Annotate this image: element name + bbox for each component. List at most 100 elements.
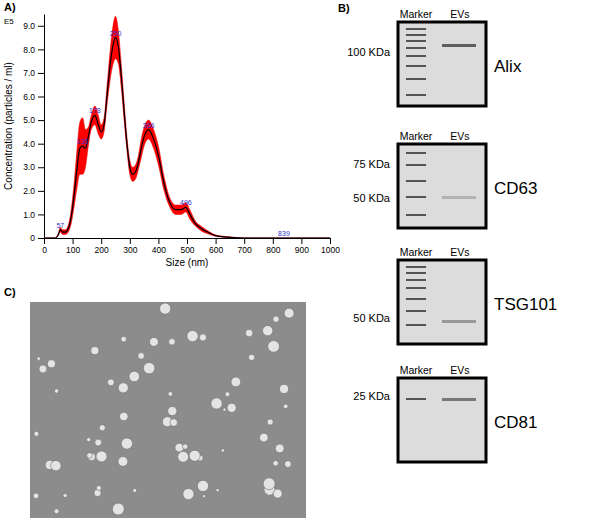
y-tick-mark [38, 214, 44, 215]
y-tick-label: 8.0 [23, 45, 35, 55]
y-tick: 8.0 [23, 45, 44, 55]
y-tick: 3.0 [23, 162, 44, 172]
vesicle [227, 403, 236, 412]
x-tick-label: 900 [295, 245, 309, 255]
y-tick-mark [38, 49, 44, 50]
marker-band [406, 94, 426, 96]
x-tick: 0 [42, 238, 47, 255]
mw-label: 25 KDa [353, 390, 391, 402]
x-tick: 900 [295, 238, 309, 255]
mw-label: 75 KDa [353, 158, 391, 170]
x-tick: 800 [266, 238, 280, 255]
blot: MarkerEVs100 KDaAlix [347, 8, 522, 106]
marker-band [406, 28, 426, 30]
y-tick-label: 7.0 [23, 68, 35, 78]
y-tick-mark [38, 144, 44, 145]
vesicle [231, 377, 241, 387]
blot: MarkerEVs25 KDaCD81 [353, 364, 537, 462]
vesicle [203, 495, 206, 498]
x-tick-label: 600 [209, 245, 223, 255]
vesicle [189, 450, 200, 461]
vesicle [118, 457, 128, 467]
panel-label: A) [4, 1, 16, 13]
vesicle [221, 449, 224, 452]
vesicle [211, 398, 222, 409]
peak-label: 496 [180, 199, 192, 206]
x-tick-mark [101, 238, 102, 244]
vesicle [54, 509, 59, 514]
vesicle [268, 341, 280, 353]
y-tick: 9.0 [23, 21, 44, 31]
panel-label: B) [338, 2, 350, 14]
vesicle [285, 461, 292, 468]
vesicle [121, 336, 127, 342]
peak-label: 57 [56, 222, 64, 229]
y-tick-label: 1.0 [23, 210, 35, 220]
vesicle [267, 419, 273, 425]
protein-label: CD63 [494, 179, 537, 198]
vesicle [54, 389, 58, 393]
lane-header: EVs [450, 364, 469, 376]
vesicle [118, 383, 128, 393]
lane-header: EVs [450, 130, 469, 142]
y-tick-mark [38, 26, 44, 27]
x-tick-label: 400 [152, 245, 166, 255]
lane-header: Marker [400, 130, 433, 142]
marker-band [406, 55, 426, 57]
vesicle [273, 461, 278, 466]
y-tick-label: 6.0 [23, 92, 35, 102]
marker-band [406, 266, 426, 268]
x-tick-label: 700 [238, 245, 252, 255]
y-tick-mark [38, 97, 44, 98]
vesicle [143, 362, 154, 373]
vesicle [169, 338, 176, 345]
vesicle [121, 438, 132, 449]
mw-label: 50 KDa [353, 192, 391, 204]
x-tick: 200 [95, 238, 109, 255]
y-axis-line [44, 15, 45, 239]
vesicle [275, 444, 284, 453]
y-tick-label: 3.0 [23, 162, 35, 172]
lane-header: Marker [400, 246, 433, 258]
vesicle [225, 392, 230, 397]
x-axis: 01002003004005006007008009001000 [42, 238, 340, 255]
x-tick: 1000 [321, 238, 340, 255]
y-tick: 1.0 [23, 210, 44, 220]
x-tick-mark [44, 238, 45, 244]
x-tick-label: 300 [123, 245, 137, 255]
vesicle [183, 444, 188, 449]
marker-band [406, 398, 426, 400]
lane-header: Marker [400, 364, 433, 376]
protein-label: TSG101 [494, 295, 557, 314]
peak-label: 250 [110, 30, 122, 37]
vesicle [197, 480, 208, 491]
peak-label: 366 [143, 122, 155, 129]
lane-header: EVs [450, 246, 469, 258]
y-tick-mark [38, 73, 44, 74]
x-tick-label: 1000 [321, 245, 340, 255]
x-tick: 600 [209, 238, 223, 255]
vesicle [112, 503, 124, 515]
y-tick: 7.0 [23, 68, 44, 78]
protein-label: Alix [494, 57, 522, 76]
vesicle [34, 431, 39, 436]
vesicle [51, 460, 61, 470]
y-tick-mark [38, 191, 44, 192]
vesicle [160, 303, 171, 314]
y-tick: 5.0 [23, 115, 44, 125]
vesicle [175, 443, 184, 452]
y-tick-label: 4.0 [23, 139, 35, 149]
vesicle [91, 347, 99, 355]
y-tick-label: 9.0 [23, 21, 35, 31]
y-tick: 2.0 [23, 186, 44, 196]
marker-band [406, 272, 426, 274]
vesicle [279, 384, 288, 393]
marker-band [406, 78, 426, 80]
y-tick-mark [38, 238, 44, 239]
annotations: 57135178250366496839 [56, 30, 289, 237]
vesicle [178, 451, 189, 462]
blot: Marker EVs 75 KDa 50 KDa CD63 [353, 130, 537, 228]
vesicle [245, 329, 253, 337]
peak-label: 839 [278, 230, 290, 237]
vesicle [284, 308, 294, 318]
